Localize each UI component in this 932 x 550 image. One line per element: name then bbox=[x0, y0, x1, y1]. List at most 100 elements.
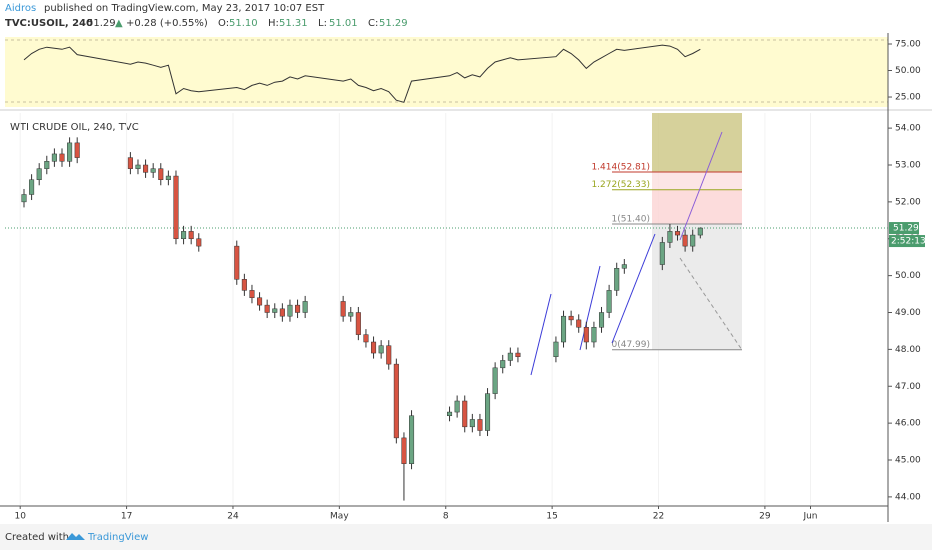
x-tick-label: 15 bbox=[546, 512, 557, 522]
position-box bbox=[652, 189, 742, 224]
candle-body bbox=[409, 415, 415, 464]
x-tick-label: Jun bbox=[802, 512, 817, 522]
candle-body bbox=[500, 360, 506, 369]
trend-line bbox=[530, 293, 552, 376]
candle-body bbox=[591, 327, 597, 343]
last: 51.29 bbox=[87, 18, 116, 29]
candle-body bbox=[135, 164, 141, 169]
y-tick-label: 53.00 bbox=[895, 160, 921, 170]
candle-body bbox=[568, 315, 574, 321]
last-price-box bbox=[889, 222, 919, 235]
candle-body bbox=[127, 157, 133, 169]
published: published on TradingView.com, May 23, 20… bbox=[44, 3, 325, 14]
candle-body bbox=[287, 304, 293, 317]
candle-body bbox=[44, 161, 50, 169]
x-tick-label: 29 bbox=[759, 512, 771, 522]
author[interactable]: Aidros bbox=[5, 3, 36, 14]
candle-body bbox=[279, 308, 285, 317]
x-tick-label: 17 bbox=[121, 512, 132, 522]
x-tick-label: 8 bbox=[443, 512, 449, 522]
candle-body bbox=[173, 175, 179, 239]
candle-body bbox=[560, 315, 567, 343]
fib-label: 1(51.40) bbox=[611, 214, 650, 224]
candle-body bbox=[181, 231, 187, 239]
candle-body bbox=[371, 341, 377, 354]
ohlc: O: 51.10 H: 51.31 L: 51.01 C: 51.29 bbox=[218, 18, 408, 29]
y-tick-label: 48.00 bbox=[895, 345, 921, 355]
ohlc-value: 51.31 bbox=[279, 18, 308, 29]
candle-body bbox=[272, 308, 278, 313]
candle-body bbox=[621, 264, 627, 269]
candle-body bbox=[447, 411, 453, 417]
last-price-label: 51.29 bbox=[893, 224, 919, 234]
y-tick-label: 50.00 bbox=[895, 271, 921, 281]
projection-line bbox=[679, 257, 743, 351]
x-tick-label: 22 bbox=[653, 512, 664, 522]
candle-body bbox=[682, 234, 688, 247]
candle-body bbox=[143, 164, 149, 173]
candle-body bbox=[165, 175, 171, 180]
x-tick-label: 24 bbox=[227, 512, 239, 522]
candle-body bbox=[36, 168, 42, 180]
y-tick-label: 50.00 bbox=[895, 66, 921, 76]
candle-body bbox=[469, 419, 475, 428]
fib-label: 0(47.99) bbox=[611, 340, 650, 350]
ohlc-label: O: bbox=[218, 18, 229, 29]
candle-body bbox=[401, 437, 407, 464]
candle-body bbox=[492, 367, 498, 394]
candle-body bbox=[21, 194, 27, 203]
ohlc-label: C: bbox=[368, 18, 378, 29]
arrow: ▲ bbox=[115, 18, 123, 29]
y-tick-label: 49.00 bbox=[895, 308, 921, 318]
candle-body bbox=[59, 153, 65, 162]
candle-body bbox=[659, 242, 665, 265]
ohlc-value: 51.01 bbox=[329, 18, 358, 29]
candle-body bbox=[614, 268, 620, 291]
candle-body bbox=[477, 419, 483, 431]
y-tick-label: 45.00 bbox=[895, 456, 921, 466]
y-tick-label: 75.00 bbox=[895, 40, 921, 50]
candle-body bbox=[51, 153, 57, 162]
ohlc-label: L: bbox=[318, 18, 327, 29]
candle-body bbox=[348, 312, 354, 317]
candle-body bbox=[386, 345, 392, 365]
x-tick-label: May bbox=[330, 512, 349, 522]
candle-body bbox=[674, 231, 681, 236]
candle-body bbox=[249, 290, 255, 299]
drawings: 1.414(52.81) 1.272(52.33) 1(51.40) 0(47.99) bbox=[19, 113, 811, 505]
x-tick-label: 10 bbox=[14, 512, 26, 522]
candle-body bbox=[158, 168, 164, 180]
candle-body bbox=[454, 400, 460, 413]
countdown: 2:52:13 bbox=[891, 237, 926, 247]
footer-brand[interactable]: TradingView bbox=[87, 532, 148, 543]
candle-body bbox=[302, 301, 308, 313]
y-tick-label: 54.00 bbox=[895, 124, 921, 134]
candle-body bbox=[576, 319, 582, 328]
change: +0.28 (+0.55%) bbox=[126, 18, 208, 29]
candle-body bbox=[74, 142, 80, 158]
ohlc-label: H: bbox=[268, 18, 279, 29]
candle-body bbox=[355, 312, 361, 335]
rsi-line bbox=[23, 44, 701, 103]
candle-body bbox=[378, 345, 384, 354]
logo bbox=[66, 533, 85, 540]
chart-title: WTI CRUDE OIL, 240, TVC bbox=[10, 122, 139, 133]
candle-body bbox=[515, 352, 521, 358]
position-box bbox=[652, 172, 742, 190]
ohlc-value: 51.29 bbox=[379, 18, 408, 29]
candle-body bbox=[690, 234, 696, 247]
countdown-box bbox=[889, 235, 925, 248]
candle-body bbox=[606, 290, 612, 313]
y-tick-label: 44.00 bbox=[895, 492, 921, 502]
candle-body bbox=[583, 327, 589, 343]
candle-body bbox=[485, 393, 491, 431]
footer-created: Created with bbox=[5, 532, 69, 543]
footer-bar bbox=[0, 524, 932, 550]
y-tick-label: 46.00 bbox=[895, 419, 921, 429]
trend-line bbox=[679, 131, 723, 241]
fib-label: 1.414(52.81) bbox=[591, 163, 650, 173]
position-box bbox=[652, 113, 742, 173]
candle-body bbox=[667, 231, 673, 243]
fib-label: 1.272(52.33) bbox=[591, 180, 650, 190]
candle-body bbox=[29, 179, 35, 195]
